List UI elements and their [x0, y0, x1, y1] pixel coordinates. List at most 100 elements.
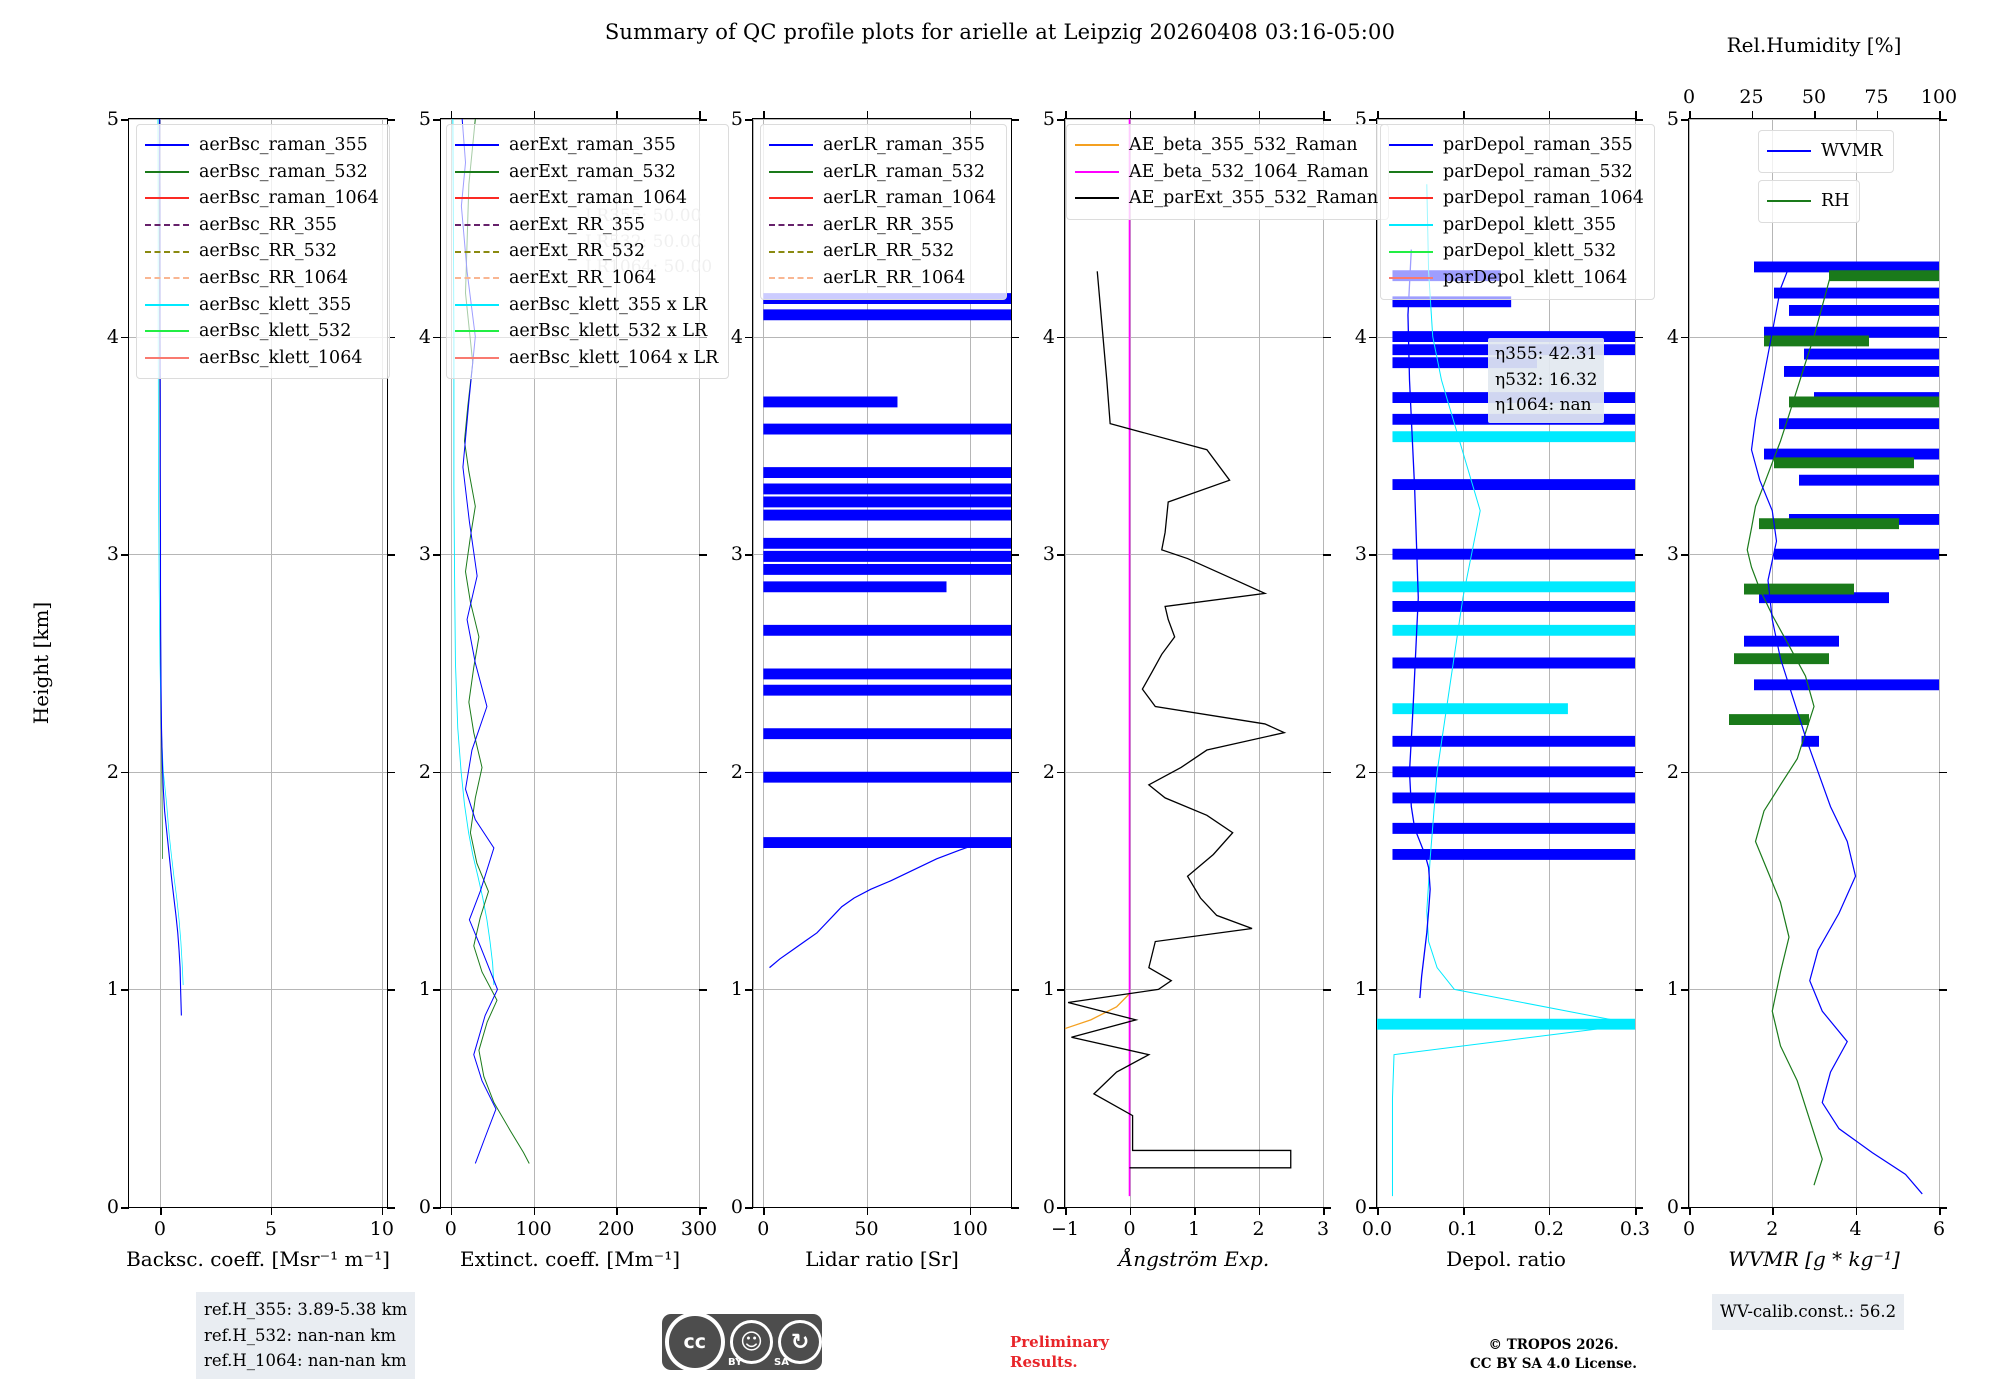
legend-item: parDepol_klett_532	[1389, 238, 1644, 265]
series-curves-angstrom	[1065, 119, 1323, 1207]
legend-label: aerBsc_RR_532	[199, 241, 338, 262]
legend-item: aerLR_RR_532	[769, 238, 996, 265]
ytick-label: 1	[1042, 978, 1055, 1001]
legend-swatch-line	[145, 250, 189, 253]
ytick-label: 3	[418, 543, 431, 566]
xtick-label: 50	[854, 1218, 879, 1240]
ytick-label: 3	[106, 543, 119, 566]
xtick-label: 2	[1252, 1218, 1265, 1240]
legend-item: AE_beta_532_1064_Raman	[1075, 159, 1378, 186]
ytick-label: 4	[106, 325, 119, 348]
legend-swatch-line	[769, 224, 813, 227]
panel-backscatter: 5 4 3 2 1 0 0 5 10 Backsc. coeff. [Msr⁻¹…	[29, 108, 395, 1271]
legend-item: aerExt_RR_355	[455, 212, 718, 239]
legend-item: aerLR_raman_355	[769, 132, 996, 159]
preliminary-line-1: Preliminary	[1010, 1333, 1109, 1351]
legend-swatch-line	[769, 197, 813, 200]
eta-532-text: η532: 16.32	[1495, 369, 1598, 390]
xtick-label: 0	[1123, 1218, 1136, 1240]
legend-swatch-line	[769, 277, 813, 280]
legend-backscatter: aerBsc_raman_355 aerBsc_raman_532 aerBsc…	[136, 124, 390, 380]
legend-swatch-line	[145, 330, 189, 333]
xtick-label: 1	[1187, 1218, 1201, 1240]
legend-label: aerLR_RR_532	[823, 241, 955, 262]
legend-swatch-line	[1075, 170, 1119, 173]
cc-circle-icon: cc	[665, 1312, 725, 1372]
legend-label: parDepol_raman_532	[1443, 161, 1633, 182]
ytick-label: 2	[418, 760, 431, 783]
legend-label: aerExt_raman_355	[509, 135, 676, 155]
legend-depolarization: parDepol_raman_355 parDepol_raman_532 pa…	[1380, 124, 1655, 300]
ytick-label: 1	[730, 978, 743, 1001]
ytick-label: 3	[1354, 543, 1367, 566]
legend-label: aerBsc_raman_532	[199, 161, 368, 182]
legend-swatch-line	[455, 357, 499, 360]
xtick-label: 100	[951, 1218, 988, 1240]
legend-wvmr: WVMR	[1758, 130, 1894, 173]
ytick-label: 0	[1666, 1196, 1679, 1218]
ytick-label: 4	[1354, 325, 1367, 348]
xtick-label: −1	[1050, 1218, 1080, 1240]
wv-calibration-box: WV-calib.const.: 56.2	[1712, 1294, 1905, 1330]
legend-label: aerExt_RR_1064	[509, 267, 657, 288]
legend-label: aerBsc_raman_355	[199, 135, 368, 155]
legend-swatch-line	[1389, 277, 1433, 280]
ytick-label: 0	[1354, 1196, 1367, 1218]
legend-extinction: aerExt_raman_355 aerExt_raman_532 aerExt…	[446, 124, 730, 380]
legend-item: aerExt_RR_1064	[455, 265, 718, 292]
xtick-label: 200	[598, 1218, 635, 1240]
legend-item: aerBsc_klett_1064	[145, 345, 379, 372]
xtick-label: 0.1	[1447, 1218, 1479, 1240]
preliminary-results-note: Preliminary Results.	[1010, 1332, 1109, 1373]
legend-item: aerBsc_RR_532	[145, 238, 379, 265]
legend-swatch-line	[1389, 197, 1433, 200]
legend-item: aerBsc_RR_1064	[145, 265, 379, 292]
creative-commons-badge: cc ☺ ↻ BY SA	[662, 1312, 822, 1372]
legend-swatch-line	[1767, 200, 1811, 203]
panel-lidar-ratio: 5 4 3 2 1 0 0 50 100 Lidar ratio [Sr] ae…	[731, 108, 1019, 1271]
legend-item: aerBsc_klett_532 x LR	[455, 318, 718, 345]
legend-lidar-ratio: aerLR_raman_355 aerLR_raman_532 aerLR_ra…	[760, 124, 1008, 300]
xtick-label: 10	[369, 1218, 394, 1240]
legend-swatch-line	[1389, 250, 1433, 253]
legend-swatch-line	[145, 224, 189, 227]
license-line: CC BY SA 4.0 License.	[1470, 1355, 1637, 1372]
legend-label: AE_beta_532_1064_Raman	[1129, 161, 1369, 182]
legend-label: aerBsc_RR_355	[199, 214, 338, 235]
legend-label: aerLR_raman_355	[823, 135, 985, 155]
legend-swatch-line	[1389, 170, 1433, 173]
legend-item: aerBsc_klett_355	[145, 292, 379, 319]
legend-swatch-line	[455, 224, 499, 227]
legend-label: aerExt_RR_355	[509, 214, 646, 235]
ytick-label: 3	[1666, 543, 1679, 566]
ytick-label: 1	[1666, 978, 1679, 1001]
top-axis-label-humidity: Rel.Humidity [%]	[1726, 33, 1902, 57]
legend-swatch-line	[769, 144, 813, 147]
legend-label: aerBsc_klett_532 x LR	[509, 321, 708, 342]
legend-label: WVMR	[1821, 141, 1883, 161]
legend-label: AE_beta_355_532_Raman	[1129, 135, 1358, 155]
legend-item: RH	[1767, 188, 1849, 215]
ytick-label: 5	[418, 108, 431, 130]
legend-swatch-line	[455, 250, 499, 253]
eta-calibration-annotation: η355: 42.31 η532: 16.32 η1064: nan	[1488, 338, 1605, 423]
legend-swatch-line	[769, 170, 813, 173]
legend-label: aerExt_RR_532	[509, 241, 646, 262]
legend-swatch-line	[455, 277, 499, 280]
legend-label: aerExt_raman_1064	[509, 188, 687, 209]
legend-item: aerExt_RR_532	[455, 238, 718, 265]
legend-item: parDepol_raman_355	[1389, 132, 1644, 159]
ytick-label: 0	[418, 1196, 431, 1218]
ytick-label: 0	[106, 1196, 119, 1218]
legend-label: parDepol_klett_532	[1443, 241, 1617, 262]
legend-item: aerLR_raman_532	[769, 159, 996, 186]
xtick-label: 0	[444, 1218, 457, 1240]
legend-label: aerLR_raman_1064	[823, 188, 997, 209]
ytick-label: 0	[1042, 1196, 1055, 1218]
ytick-label: 5	[730, 108, 743, 130]
ytick-label: 4	[418, 325, 431, 348]
legend-swatch-line	[145, 197, 189, 200]
ytick-label: 2	[1042, 760, 1055, 783]
xtick-label: 0	[1682, 1218, 1696, 1240]
